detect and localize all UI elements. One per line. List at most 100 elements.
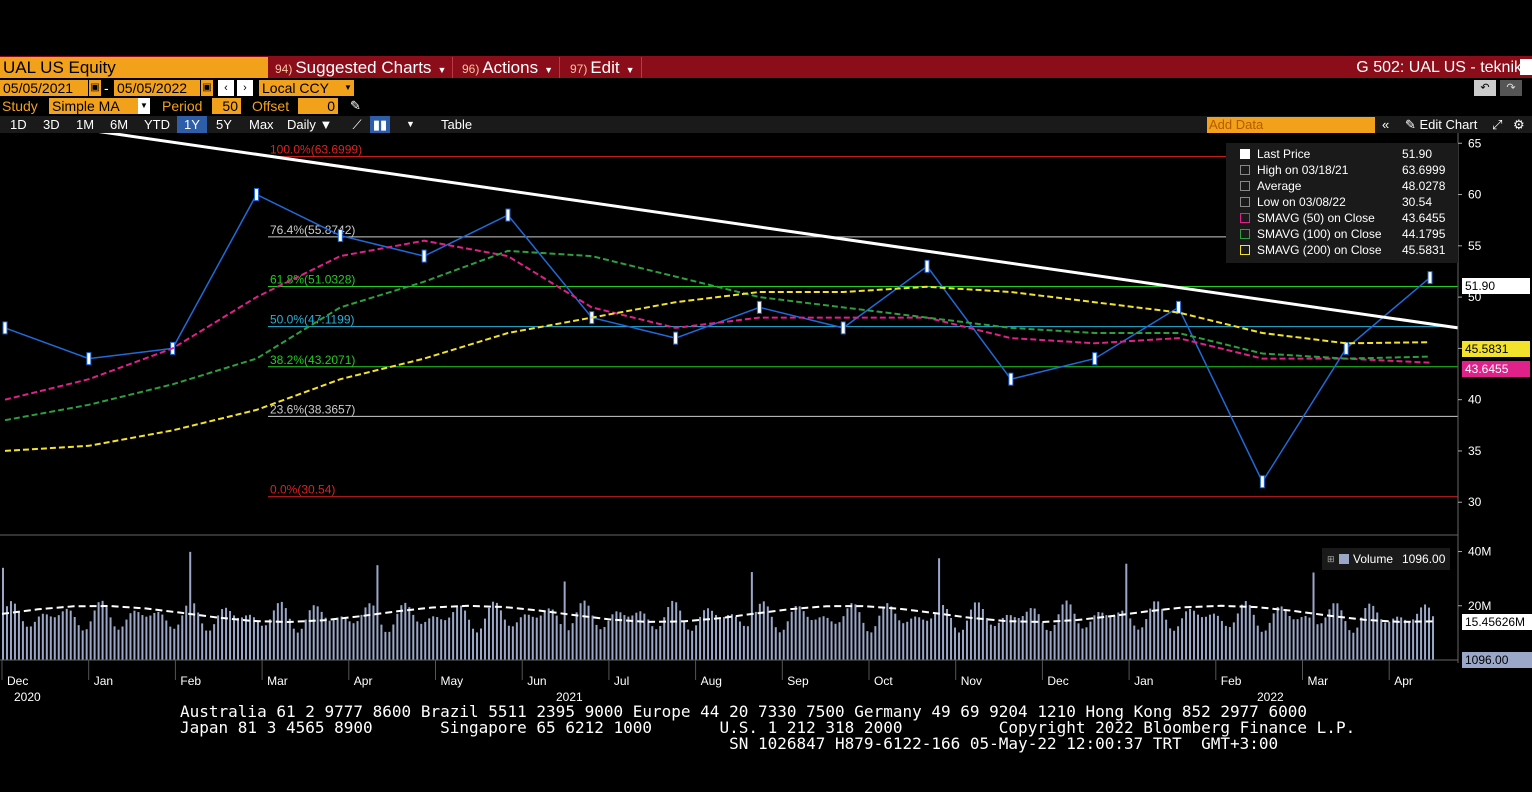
redo-icon[interactable]: ↷ [1500,80,1522,96]
month-label: Jan [94,674,113,688]
volume-bar [169,626,172,660]
month-label: Apr [354,674,373,688]
volume-bar [910,618,913,660]
volume-bar [695,625,698,660]
volume-bar [480,628,482,660]
year-label: 2022 [1257,690,1284,704]
price-tick-label: 35 [1468,444,1482,458]
year-label: 2020 [14,690,41,704]
range-1y-button[interactable]: 1Y [177,116,207,133]
range-5y-button[interactable]: 5Y [216,117,232,132]
prev-period-button[interactable]: ‹ [218,80,234,96]
volume-bar [1336,603,1339,660]
volume-legend: ⊞ Volume 1096.00 [1322,548,1450,570]
period-input[interactable]: 50 [212,98,241,114]
volume-bar [1280,606,1283,660]
range-ytd-button[interactable]: YTD [144,117,170,132]
ticker-field[interactable]: UAL US Equity [0,57,268,78]
fib-level-label: 38.2%(43.2071) [270,353,355,367]
legend-swatch [1240,149,1250,159]
menu-edit[interactable]: 97) Edit ▼ [564,57,642,78]
volume-bar [1133,625,1136,660]
menu-suggested-charts[interactable]: 94) Suggested Charts ▼ [269,57,454,78]
volume-bar [404,602,407,660]
line-chart-icon[interactable]: ⟋ [352,117,362,132]
volume-bar [989,624,992,660]
volume-bar [483,618,486,660]
volume-bar [93,610,96,660]
year-label: 2021 [556,690,583,704]
volume-bar [1324,617,1327,660]
menu-actions[interactable]: 96) Actions ▼ [456,57,561,78]
sma50-tag: 43.6455 [1462,361,1530,377]
window-scroll-icon[interactable] [1520,59,1532,75]
volume-bar [300,628,303,660]
currency-select[interactable]: Local CCY [259,80,343,96]
volume-bar [1244,601,1247,660]
volume-last-tag: 1096.00 [1462,652,1532,668]
caret-down-icon[interactable]: ▼ [138,98,150,114]
volume-bar [21,621,24,660]
volume-bar [918,617,921,660]
volume-bar [699,616,702,660]
legend-collapse-icon[interactable]: ⊞ [1327,554,1335,564]
chart-legend: Last Price 51.90 High on 03/18/21 63.6999 Av… [1226,143,1458,263]
volume-bar [81,630,84,660]
add-data-input[interactable]: Add Data [1207,117,1375,133]
offset-input[interactable]: 0 [298,98,338,114]
next-period-button[interactable]: › [237,80,253,96]
volume-bar [89,621,92,660]
frequency-select[interactable]: Daily ▼ [287,117,333,132]
volume-bar [77,625,80,660]
edit-chart-button[interactable]: ✎ Edit Chart [1405,117,1478,132]
volume-bar [312,605,315,660]
volume-bar [241,617,243,660]
volume-bar [842,616,845,660]
volume-bar [611,614,614,660]
collapse-icon[interactable]: « [1382,117,1390,132]
volume-bar [1113,615,1116,660]
price-candle [756,300,762,314]
volume-bar [1396,616,1399,660]
volume-bar [272,610,275,660]
candle-chart-icon[interactable]: ▮▮ [370,116,390,133]
volume-bar [1157,601,1160,660]
volume-bar [543,611,546,660]
undo-icon[interactable]: ↶ [1474,80,1496,96]
range-1m-button[interactable]: 1M [76,117,95,132]
footer-line-3: SN 1026847 H879-6122-166 05-May-22 12:00… [180,734,1279,753]
volume-bar [850,603,853,660]
volume-bar [914,616,917,660]
volume-bar [1181,618,1184,660]
volume-bar [189,551,192,660]
volume-bar [1025,611,1028,660]
menu-label: Actions [482,58,539,77]
volume-bar [1121,610,1124,660]
range-max-button[interactable]: Max [249,117,274,132]
table-button[interactable]: Table [441,117,473,132]
price-candle [1427,271,1433,285]
range-3d-button[interactable]: 3D [43,117,60,132]
volume-bar [969,609,972,660]
range-6m-button[interactable]: 6M [110,117,129,132]
caret-down-icon[interactable]: ▼ [406,119,415,129]
volume-bar [1041,622,1044,660]
end-date-field[interactable]: 05/05/2022 [114,80,200,96]
calendar-icon[interactable]: ▣ [89,80,101,96]
caret-down-icon[interactable]: ▼ [342,80,354,96]
volume-bar [1232,622,1235,660]
volume-bar [1404,619,1407,660]
range-1d-button[interactable]: 1D [10,117,27,132]
legend-name: High on 03/18/21 [1257,163,1349,177]
pencil-icon[interactable]: ✎ [350,98,361,113]
price-candle [337,229,343,243]
gear-icon[interactable]: ⚙ [1513,117,1525,132]
calendar-icon[interactable]: ▣ [201,80,213,96]
volume-bar [555,615,558,660]
volume-bar [822,616,825,660]
volume-bar [790,611,793,660]
study-select[interactable]: Simple MA [49,98,139,114]
start-date-field[interactable]: 05/05/2021 [0,80,88,96]
resize-icon[interactable]: ⤢ [1492,117,1503,132]
price-chart[interactable]: 100.0%(63.6999)76.4%(55.8742)61.8%(51.03… [0,133,1532,704]
